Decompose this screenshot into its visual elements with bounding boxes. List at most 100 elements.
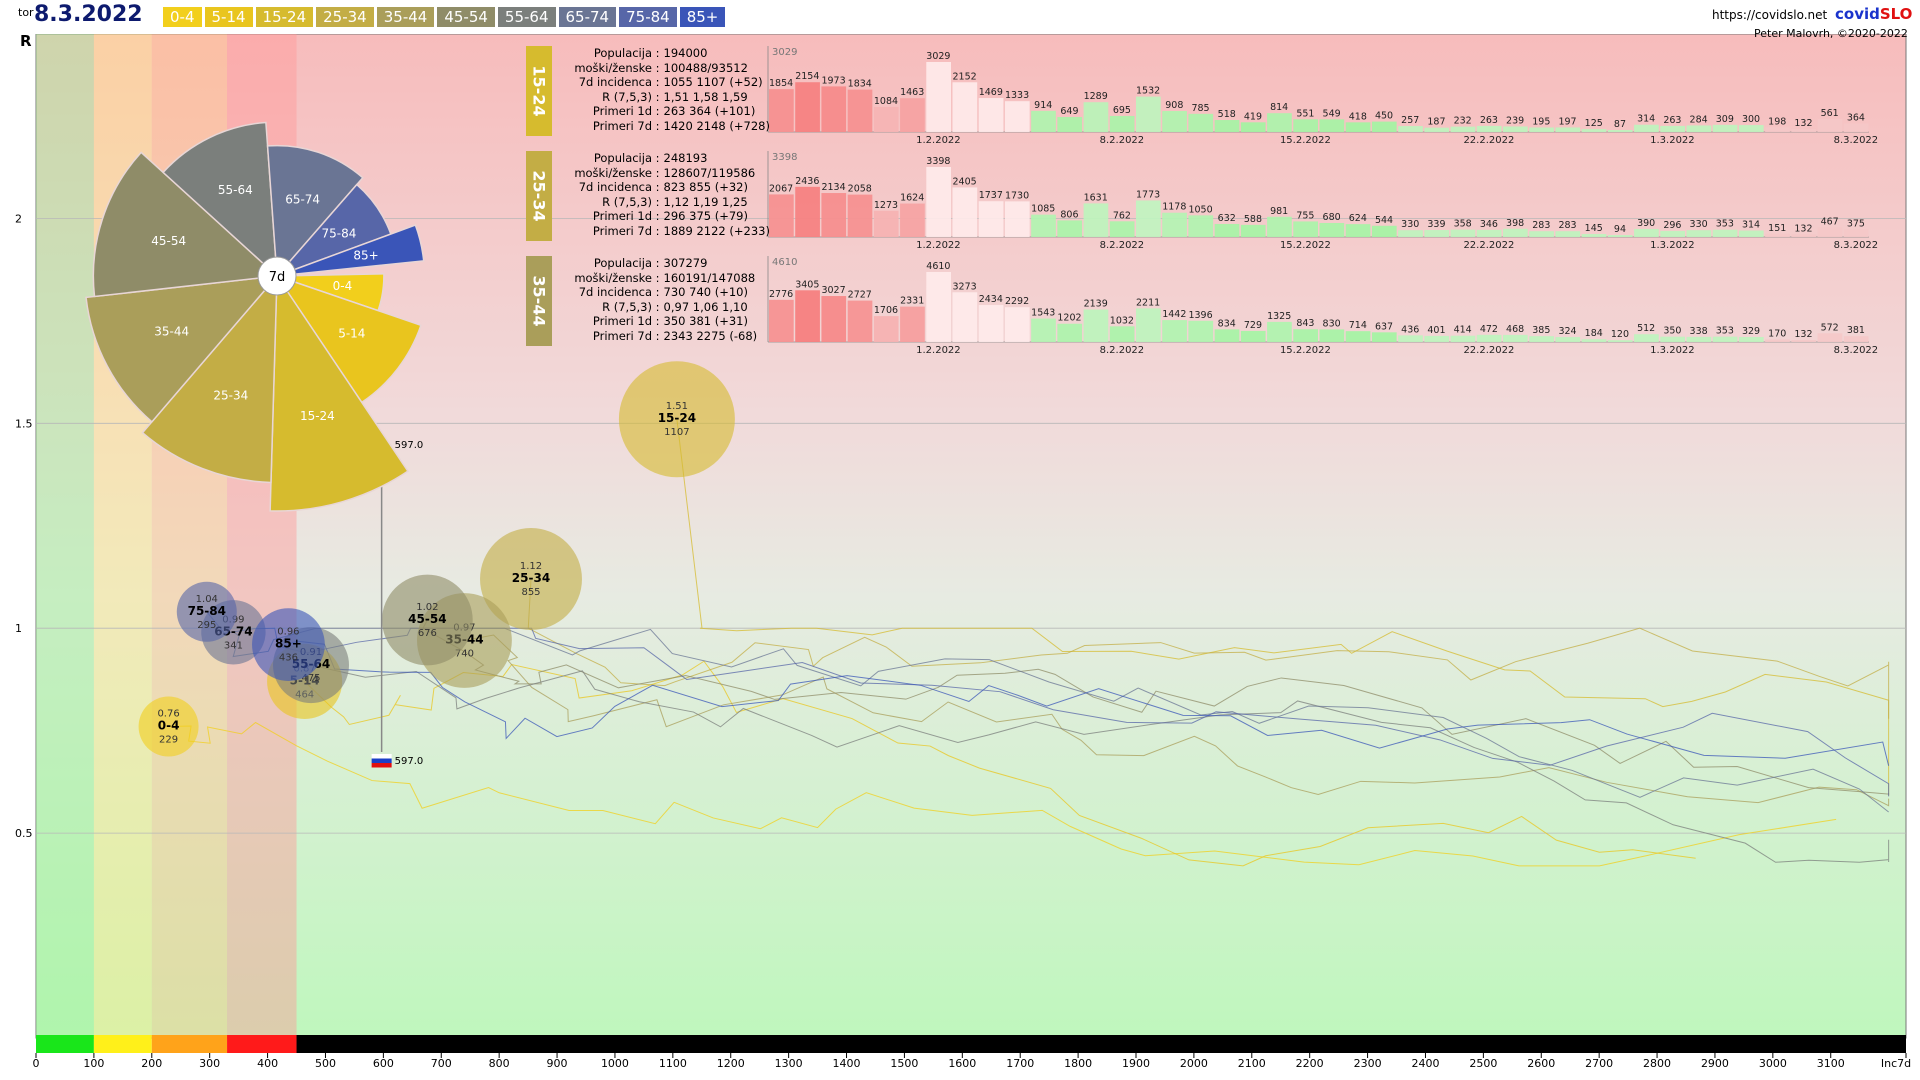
legend-item-55-64: 55-64 xyxy=(497,7,556,27)
daily-bar-label: 346 xyxy=(1480,219,1498,230)
info-key: Primeri 7d xyxy=(592,118,652,133)
daily-bar-label: 1730 xyxy=(1005,190,1029,201)
daily-bar-label: 414 xyxy=(1454,325,1472,336)
daily-bar xyxy=(1529,336,1554,342)
daily-bar-label: 1624 xyxy=(900,193,924,204)
daily-bar xyxy=(926,62,951,132)
daily-bar xyxy=(821,296,847,342)
trail-0-4 xyxy=(168,721,1837,867)
info-row: moški/ženske :100488/93512 xyxy=(520,61,770,76)
rose-label: 5-14 xyxy=(338,326,365,340)
daily-bar-label: 1532 xyxy=(1136,86,1160,97)
x-tick-label: 600 xyxy=(373,1057,394,1070)
daily-bar xyxy=(1765,233,1790,237)
x-tick-label: 800 xyxy=(489,1057,510,1070)
info-row: Populacija :307279 xyxy=(520,256,757,271)
daily-bar xyxy=(978,98,1004,132)
rose-label: 75-84 xyxy=(322,226,357,240)
daily-bar-label: 588 xyxy=(1244,214,1262,225)
incidence-strip xyxy=(93,1035,152,1053)
daily-bar-label: 184 xyxy=(1585,328,1603,339)
daily-bar xyxy=(1686,336,1712,342)
daily-bar-label: 324 xyxy=(1558,326,1576,337)
rose-segment-25-34 xyxy=(141,273,278,484)
panel-date-label: 8.2.2022 xyxy=(1100,345,1145,356)
daily-bar-label: 1333 xyxy=(1005,90,1029,101)
info-value: 248193 xyxy=(663,151,708,165)
bubble-r-value: 0.76 xyxy=(157,709,179,720)
daily-bar xyxy=(1660,125,1685,132)
panel-group-tag: 35-44 xyxy=(526,256,552,346)
daily-bar-label: 762 xyxy=(1113,210,1131,221)
panel-date-label: 1.2.2022 xyxy=(916,345,961,356)
daily-bar-label: 843 xyxy=(1296,318,1314,329)
x-tick-label: 400 xyxy=(257,1057,278,1070)
author-credit: Peter Malovrh, ©2020-2022 xyxy=(1754,27,1908,40)
daily-bar xyxy=(1057,220,1083,237)
daily-bar-label: 1273 xyxy=(874,200,898,211)
daily-bar xyxy=(1188,320,1214,342)
daily-bar-label: 350 xyxy=(1663,326,1681,337)
daily-bar xyxy=(1057,323,1083,342)
daily-bar-label: 3405 xyxy=(795,279,819,290)
info-value: 823 855 (+32) xyxy=(663,180,748,195)
panel-date-label: 15.2.2022 xyxy=(1280,135,1331,146)
legend-item-35-44: 35-44 xyxy=(376,7,435,27)
daily-bar xyxy=(952,82,978,132)
daily-bar-label: 908 xyxy=(1165,100,1183,111)
daily-bar-label: 518 xyxy=(1218,109,1236,120)
legend-item-85+: 85+ xyxy=(679,7,726,27)
daily-bar-label: 2139 xyxy=(1084,299,1108,310)
daily-bar-label: 714 xyxy=(1349,320,1367,331)
x-tick-label: 100 xyxy=(83,1057,104,1070)
daily-bar-label: 283 xyxy=(1558,220,1576,231)
daily-bar xyxy=(1529,127,1554,132)
daily-bar-label: 2292 xyxy=(1005,296,1029,307)
daily-bar-label: 2154 xyxy=(795,71,819,82)
info-row: moški/ženske :160191/147088 xyxy=(520,271,757,286)
x-tick-label: 2900 xyxy=(1701,1057,1729,1070)
daily-bar xyxy=(1371,332,1397,342)
daily-bar xyxy=(1529,231,1554,237)
bubble-inc-value: 1107 xyxy=(664,427,689,438)
daily-bar xyxy=(873,106,899,132)
site-url[interactable]: https://covidslo.net xyxy=(1712,8,1828,22)
daily-bar xyxy=(1398,335,1423,342)
y-tick-label: 2 xyxy=(15,212,22,225)
rose-segment-45-54 xyxy=(92,151,279,298)
daily-bar-label: 561 xyxy=(1821,108,1839,119)
info-separator: : xyxy=(652,299,660,314)
info-value: 100488/93512 xyxy=(663,60,748,75)
daily-bar xyxy=(1319,119,1345,132)
x-tick-label: 1900 xyxy=(1122,1057,1150,1070)
x-tick-label: 1800 xyxy=(1064,1057,1092,1070)
daily-bar-label: 263 xyxy=(1480,115,1498,126)
incidence-strip xyxy=(296,1035,1906,1053)
panel-group-tag: 15-24 xyxy=(526,46,552,136)
info-row: R (7,5,3) :1,51 1,58 1,59 xyxy=(520,90,770,105)
daily-bar-label: 1050 xyxy=(1188,204,1212,215)
bubble-label: 0-4 xyxy=(158,719,180,733)
daily-bar xyxy=(1004,307,1030,342)
panel-date-label: 8.3.2022 xyxy=(1834,240,1879,251)
panel-date-label: 8.3.2022 xyxy=(1834,345,1879,356)
y-tick-label: 1.5 xyxy=(15,417,33,430)
daily-bar xyxy=(1555,337,1581,342)
bubble-85+ xyxy=(252,608,325,681)
info-key: Primeri 7d xyxy=(592,328,652,343)
incidence-strip xyxy=(227,1035,297,1053)
daily-bar-label: 2776 xyxy=(769,289,793,300)
daily-bar-label: 467 xyxy=(1821,216,1839,227)
daily-bar xyxy=(1214,329,1240,342)
bubble-15-24 xyxy=(618,361,735,478)
daily-bar-label: 544 xyxy=(1375,215,1393,226)
daily-bar-label: 314 xyxy=(1742,220,1760,231)
daily-bar xyxy=(1424,127,1450,132)
bubble-inc-value: 229 xyxy=(159,735,178,746)
info-separator: : xyxy=(652,256,660,270)
info-row: Primeri 1d :263 364 (+101) xyxy=(520,104,770,119)
daily-bar xyxy=(1162,320,1187,342)
daily-bar xyxy=(1424,335,1450,342)
daily-bar xyxy=(1765,127,1790,132)
info-key: 7d incidenca xyxy=(578,180,652,195)
